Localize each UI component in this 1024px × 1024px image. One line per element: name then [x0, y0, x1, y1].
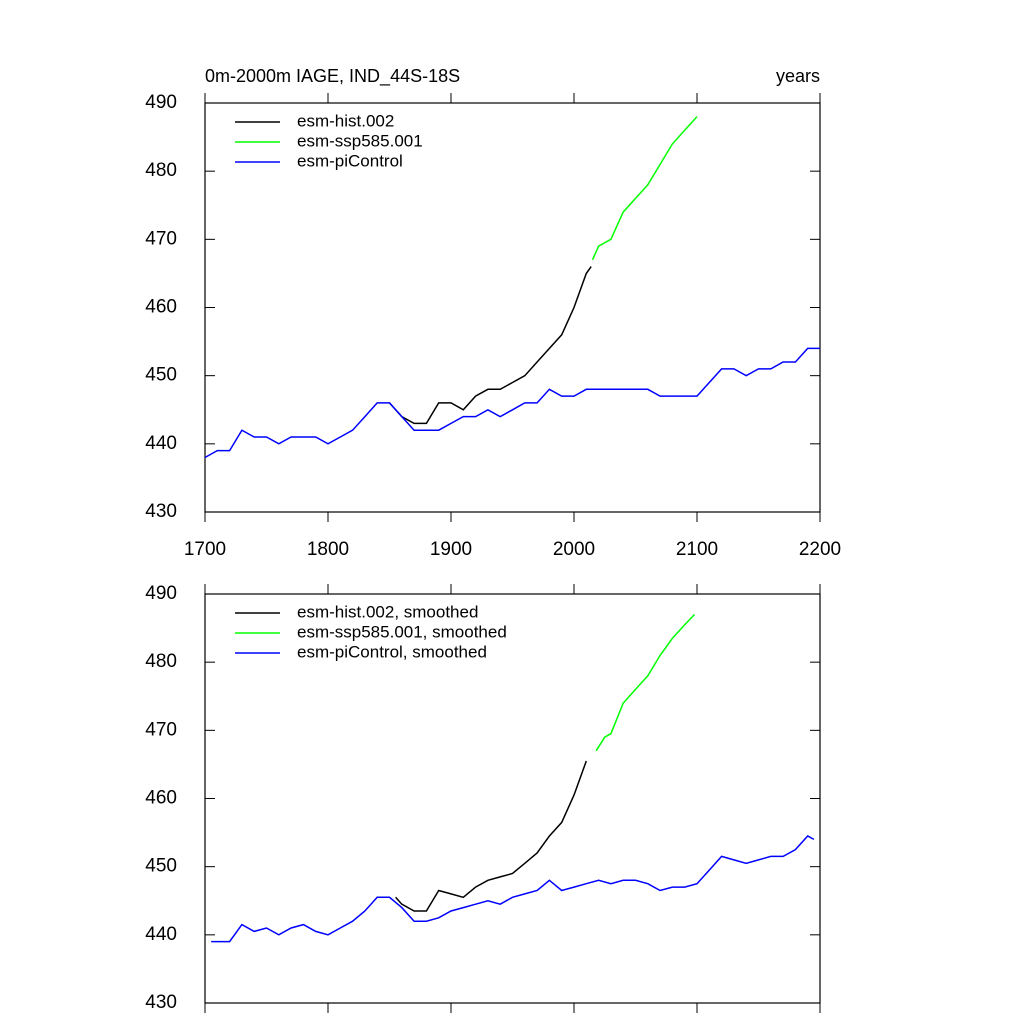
- legend-label: esm-hist.002, smoothed: [297, 602, 478, 621]
- series-line: [591, 116, 698, 261]
- y-tick-label: 450: [145, 856, 177, 877]
- right-title: years: [776, 66, 820, 86]
- x-tick-label: 1800: [307, 539, 349, 560]
- series-line: [211, 835, 815, 943]
- legend-label: esm-piControl, smoothed: [297, 642, 487, 661]
- y-tick-label: 490: [145, 583, 177, 604]
- y-tick-label: 440: [145, 433, 177, 454]
- y-tick-label: 460: [145, 788, 177, 809]
- x-tick-label: 2100: [676, 539, 718, 560]
- y-tick-label: 470: [145, 228, 177, 249]
- y-tick-label: 460: [145, 297, 177, 318]
- y-tick-label: 430: [145, 992, 177, 1013]
- x-tick-label: 2200: [799, 539, 841, 560]
- x-tick-label: 1700: [184, 539, 226, 560]
- y-tick-label: 450: [145, 365, 177, 386]
- y-tick-label: 440: [145, 924, 177, 945]
- y-tick-label: 480: [145, 651, 177, 672]
- x-tick-label: 1900: [430, 539, 472, 560]
- y-tick-label: 470: [145, 719, 177, 740]
- legend-label: esm-ssp585.001: [297, 131, 423, 150]
- legend-label: esm-ssp585.001, smoothed: [297, 622, 507, 641]
- series-line: [204, 347, 820, 459]
- series-line: [395, 760, 588, 912]
- y-tick-label: 480: [145, 160, 177, 181]
- y-tick-label: 430: [145, 501, 177, 522]
- chart-title: 0m-2000m IAGE, IND_44S-18S: [205, 66, 460, 87]
- series-line: [388, 266, 592, 425]
- series-line: [595, 613, 696, 752]
- x-tick-label: 2000: [553, 539, 595, 560]
- legend-label: esm-hist.002: [297, 111, 394, 130]
- legend-label: esm-piControl: [297, 151, 403, 170]
- y-tick-label: 490: [145, 92, 177, 113]
